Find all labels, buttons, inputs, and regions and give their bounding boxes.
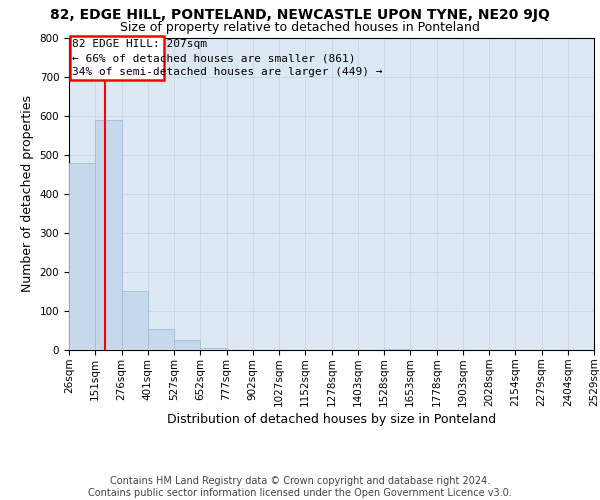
Bar [174, 340, 200, 350]
Text: 82 EDGE HILL: 207sqm
← 66% of detached houses are smaller (861)
34% of semi-deta: 82 EDGE HILL: 207sqm ← 66% of detached h… [73, 40, 383, 78]
Y-axis label: Number of detached properties: Number of detached properties [21, 95, 34, 292]
Bar [200, 348, 227, 350]
Text: 82, EDGE HILL, PONTELAND, NEWCASTLE UPON TYNE, NE20 9JQ: 82, EDGE HILL, PONTELAND, NEWCASTLE UPON… [50, 8, 550, 22]
Bar [69, 162, 95, 350]
FancyBboxPatch shape [70, 36, 163, 80]
Text: Size of property relative to detached houses in Ponteland: Size of property relative to detached ho… [120, 21, 480, 34]
Bar [95, 120, 121, 350]
Bar [148, 328, 174, 350]
X-axis label: Distribution of detached houses by size in Ponteland: Distribution of detached houses by size … [167, 414, 496, 426]
Bar [121, 292, 148, 350]
Text: Contains HM Land Registry data © Crown copyright and database right 2024.
Contai: Contains HM Land Registry data © Crown c… [88, 476, 512, 498]
Bar [384, 349, 410, 350]
